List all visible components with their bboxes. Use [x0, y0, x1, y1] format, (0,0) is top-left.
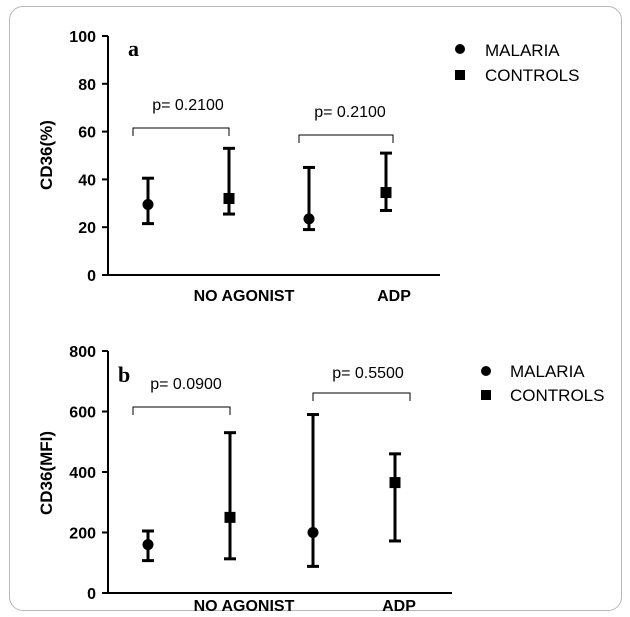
legend-b-malaria-label: MALARIA: [510, 362, 585, 381]
panel-a-point-malaria: [303, 213, 315, 225]
panel-a-label: a: [128, 36, 139, 61]
panel-b-label: b: [118, 362, 130, 387]
panel-a-point-controls: [223, 193, 235, 205]
panel-b-point-controls: [389, 477, 401, 489]
panel-a-y-tick-label: 100: [69, 29, 96, 46]
panel-b-category-adp: ADP: [382, 598, 416, 615]
panel-a-significance-bracket: [132, 127, 230, 136]
panel-b-y-tick-label: 800: [69, 344, 96, 361]
panel-a-pvalue-no-agonist: p= 0.2100: [152, 97, 224, 114]
legend-b-malaria-marker: [481, 366, 491, 376]
panel-a-y-tick-label: 20: [78, 220, 96, 237]
panel-a-point-malaria: [142, 198, 154, 210]
panel-b: CD36(MFI) b NO AGONIST ADP p= 0.0900 p= …: [37, 344, 604, 615]
panel-a-point-controls: [380, 187, 392, 199]
panel-a-pvalue-adp: p= 0.2100: [314, 104, 386, 121]
panel-a-y-tick-label: 60: [78, 125, 96, 142]
panel-a: CD36(%) a NO AGONIST ADP p= 0.2100 p= 0.…: [37, 29, 579, 305]
panel-b-pvalue-no-agonist: p= 0.0900: [150, 376, 222, 393]
panel-b-y-axis-title: CD36(MFI): [37, 431, 56, 515]
panel-a-y-tick-label: 0: [87, 268, 96, 285]
panel-a-y-tick-label: 40: [78, 172, 96, 189]
panel-b-category-no-agonist: NO AGONIST: [194, 598, 295, 615]
panel-b-y-tick-label: 0: [87, 586, 96, 603]
panel-a-y-axis-title: CD36(%): [37, 120, 56, 190]
panel-b-y-tick-label: 200: [69, 526, 96, 543]
legend-a-malaria-label: MALARIA: [485, 41, 560, 60]
legend-a-controls-marker: [455, 70, 465, 80]
figure-frame: [9, 6, 622, 611]
panel-b-point-controls: [224, 511, 236, 523]
legend-a-controls-label: CONTROLS: [485, 66, 579, 85]
legend-a-malaria-marker: [455, 44, 465, 54]
legend-b-controls-label: CONTROLS: [510, 386, 604, 405]
panel-a-significance-bracket: [298, 134, 394, 143]
panel-b-significance-bracket: [312, 392, 411, 401]
panel-a-category-no-agonist: NO AGONIST: [194, 288, 295, 305]
panel-b-y-tick-label: 600: [69, 405, 96, 422]
panel-b-pvalue-adp: p= 0.5500: [332, 365, 404, 382]
legend-b-controls-marker: [481, 390, 491, 400]
panel-b-significance-bracket: [132, 406, 231, 415]
panel-b-y-tick-label: 400: [69, 465, 96, 482]
panel-b-point-malaria: [307, 527, 319, 538]
panel-b-point-malaria: [142, 539, 154, 551]
panel-a-y-tick-label: 80: [78, 77, 96, 94]
panel-a-category-adp: ADP: [377, 288, 411, 305]
